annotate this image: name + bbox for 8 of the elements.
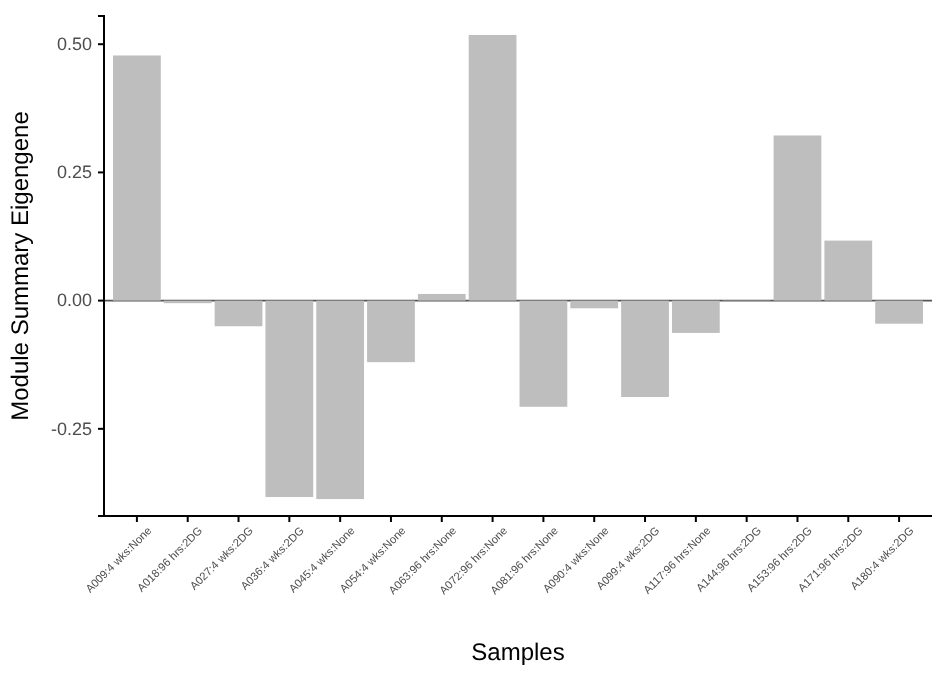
bar [875, 300, 923, 324]
y-tick-label: 0.25 [56, 162, 92, 183]
bar [113, 55, 161, 301]
x-axis-title: Samples [471, 638, 565, 666]
y-tick-label: 0.50 [56, 33, 92, 54]
y-tick-label: -0.25 [50, 418, 92, 439]
y-axis-title: Module Summary Eigengene [6, 110, 34, 421]
y-tick-label: 0.00 [56, 290, 92, 311]
